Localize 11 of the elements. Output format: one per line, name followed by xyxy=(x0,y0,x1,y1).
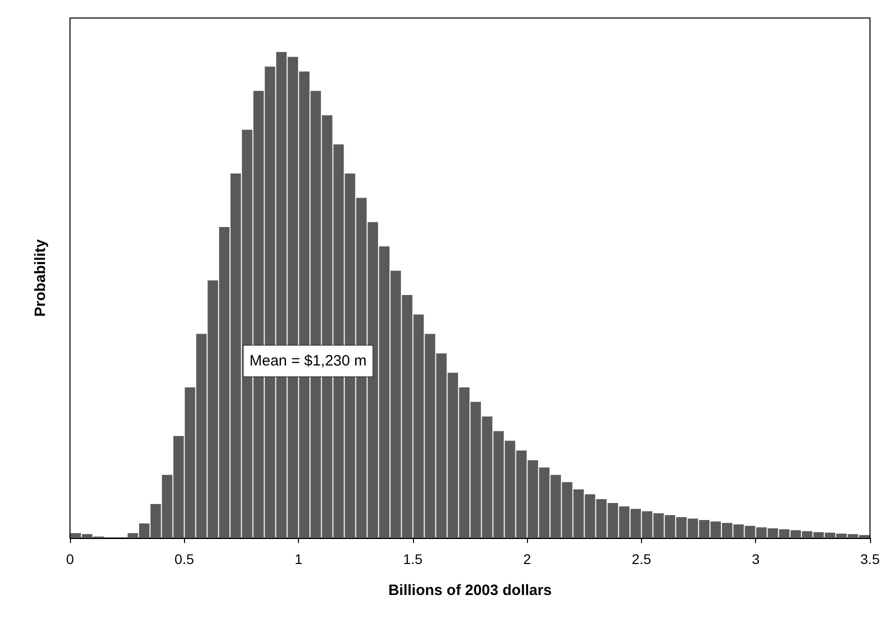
x-tick-label: 2 xyxy=(523,551,532,567)
x-tick-label: 0.5 xyxy=(174,551,194,567)
x-tick-label: 1 xyxy=(294,551,303,567)
x-tick-label: 3 xyxy=(752,551,760,567)
annotation: Mean = $1,230 m xyxy=(250,352,367,370)
x-axis-title: Billions of 2003 dollars xyxy=(388,582,552,599)
x-tick-label: 0 xyxy=(66,551,74,567)
x-tick-label: 3.5 xyxy=(860,551,880,567)
y-axis-title: Probability xyxy=(32,238,49,317)
x-tick-label: 2.5 xyxy=(632,551,652,567)
x-tick-label: 1.5 xyxy=(403,551,423,567)
